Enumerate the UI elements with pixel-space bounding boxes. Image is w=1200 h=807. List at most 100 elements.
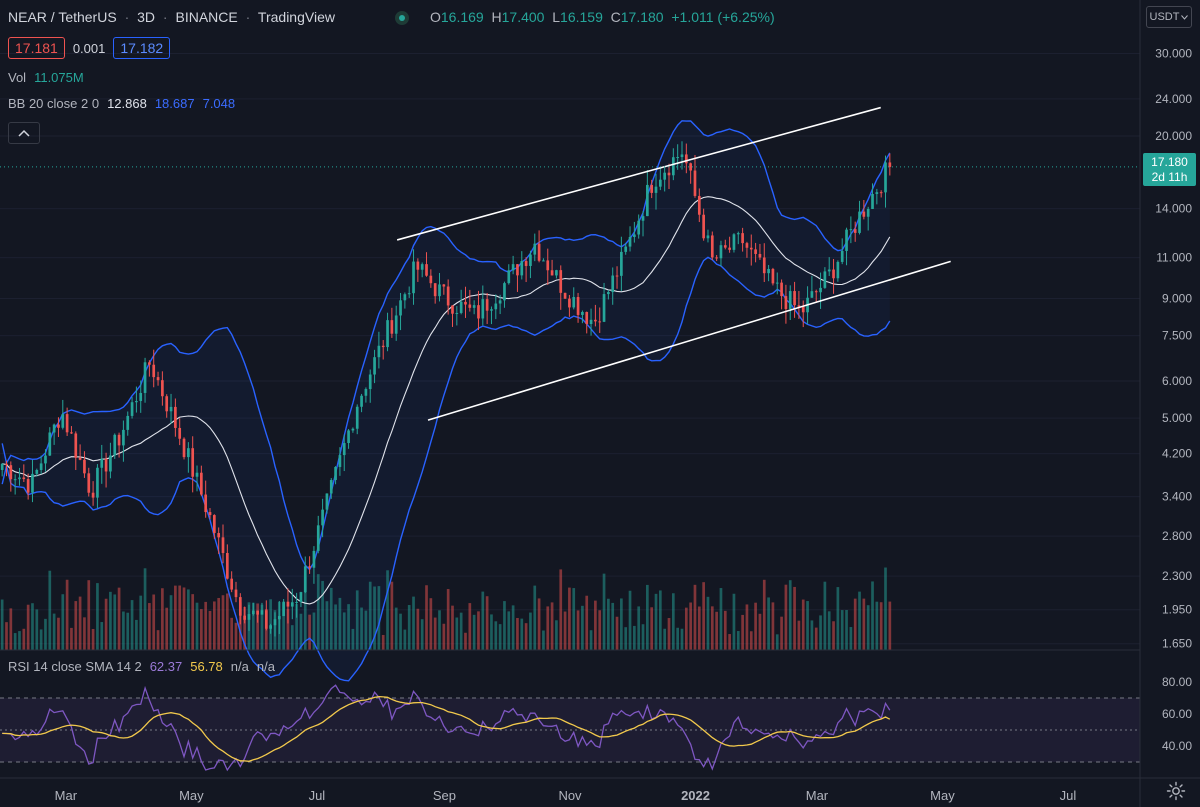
interval-label[interactable]: 3D [137,9,156,25]
x-tick-label: May [179,788,204,803]
volume-bar [594,600,597,650]
volume-bar [282,602,285,650]
candle-body [853,229,857,233]
volume-bar [754,602,757,650]
volume-bar [719,588,723,650]
y-tick-label: 11.000 [1156,251,1192,265]
sell-button[interactable]: 17.181 [8,37,65,59]
volume-bar [481,591,485,650]
volume-bar [762,579,766,650]
buy-button[interactable]: 17.182 [113,37,171,59]
candle-body [329,480,333,494]
candle-body [130,402,134,416]
bb-legend[interactable]: BB 20 close 2 0 12.868 18.687 7.048 [8,96,235,111]
volume-bar [373,586,376,650]
candle-body [620,251,623,276]
source-label: TradingView [257,9,335,25]
candle-body [104,458,108,472]
candle-body [728,247,731,250]
rsi-na-1: n/a [230,659,249,674]
volume-bar [728,634,731,650]
volume-bar [191,594,195,650]
candle-body [165,396,169,412]
volume-bar [671,593,675,650]
volume-bar [187,589,190,650]
candle-body [143,362,147,393]
volume-bar [403,629,407,650]
volume-bar [312,612,316,650]
volume-bar [637,606,641,650]
volume-bar [767,597,770,650]
volume-bar [784,584,788,650]
candle-body [594,319,597,322]
rsi-sma-value: 56.78 [190,659,223,674]
candle-body [251,610,255,615]
volume-bar [464,632,467,650]
volume-bar [360,607,363,650]
y-tick-label: 4.200 [1162,447,1192,461]
candle-body [247,614,251,620]
chevron-up-icon [18,129,30,137]
candle-body [819,287,822,293]
candle-body [680,154,684,158]
candle-body [555,270,558,276]
candle-body [455,312,459,314]
rsi-legend[interactable]: RSI 14 close SMA 14 2 62.37 56.78 n/a n/… [8,659,275,674]
candle-body [87,473,91,493]
candle-body [308,566,311,568]
volume-bar [139,595,143,650]
volume-bar [788,580,792,650]
candle-body [490,309,493,311]
candle-body [840,250,844,262]
candle-body [83,459,86,474]
y-tick-label: 20.000 [1155,129,1192,143]
candle-body [801,306,805,313]
volume-bar [217,597,221,650]
volume-bar [723,610,727,650]
volume-bar [39,629,43,650]
volume-bar [455,617,459,650]
candle-body [788,291,792,309]
volume-bar [442,623,446,650]
candle-body [174,406,177,428]
volume-bar [234,622,238,650]
candle-body [810,291,814,298]
volume-bar [329,587,333,650]
candle-body [152,364,156,378]
candle-body [589,319,593,325]
trend-channel-line-1 [396,106,881,241]
collapse-legend-button[interactable] [8,122,40,144]
candle-body [654,186,658,193]
bb-basis-line [2,196,891,605]
volume-bar [615,616,619,650]
candle-body [360,395,363,407]
candle-body [373,357,376,375]
candle-body [797,305,801,307]
volume-bar [477,611,480,650]
last-price-badge: 17.180 2d 11h [1143,153,1196,186]
volume-bar [845,609,848,650]
volume-bar [122,611,125,650]
volume-bar [459,612,463,650]
trade-panel: 17.181 0.001 17.182 [8,37,171,59]
volume-bar [741,614,744,650]
candle-body [741,233,744,244]
high-value: 17.400 [501,9,545,25]
candle-body [425,264,428,276]
candle-body [416,261,420,270]
gear-icon[interactable] [1166,781,1186,801]
candle-body [260,610,264,615]
currency-select[interactable]: USDT [1146,6,1192,28]
volume-bar [13,633,17,650]
candle-body [646,184,649,217]
candle-body [689,163,692,171]
candle-body [658,179,662,187]
y-tick-label: 14.000 [1155,202,1192,216]
bb-upper-line [1,120,891,571]
candle-body [836,261,840,279]
candle-body [723,245,727,248]
candle-body [273,619,277,626]
volume-bar [650,607,654,650]
volume-legend[interactable]: Vol 11.075M [8,70,84,85]
